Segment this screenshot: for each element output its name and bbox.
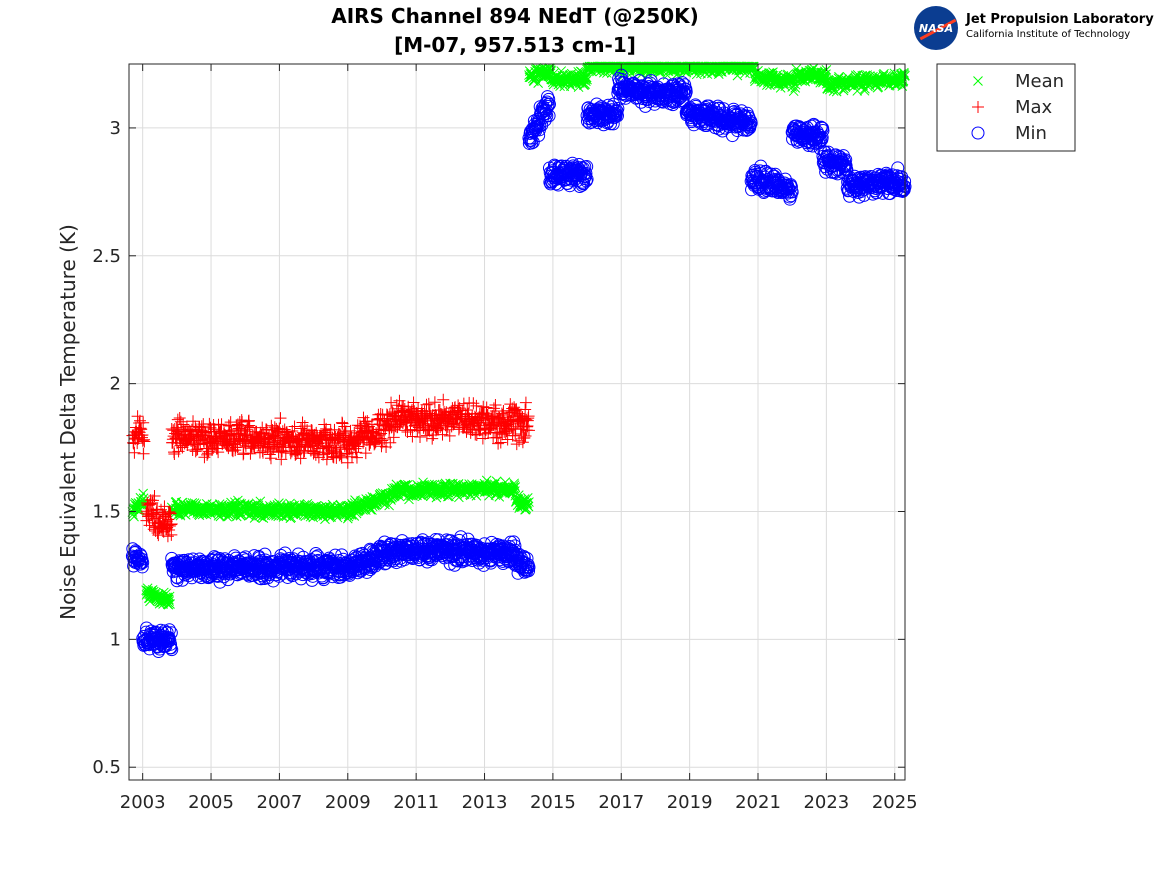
- mean-point: [510, 482, 521, 492]
- series-max: [126, 393, 535, 543]
- mean-point: [523, 501, 534, 512]
- max-point: [215, 418, 228, 431]
- mean-point: [509, 478, 520, 489]
- max-point: [274, 412, 287, 425]
- series-mean: [127, 61, 910, 610]
- mean-point: [164, 596, 175, 606]
- max-point: [128, 446, 141, 459]
- max-point: [237, 447, 250, 460]
- mean-point: [165, 599, 175, 609]
- mean-point: [524, 497, 534, 507]
- max-point: [336, 417, 349, 430]
- series-min: [125, 68, 912, 659]
- mean-point: [582, 74, 592, 85]
- max-point: [385, 396, 398, 409]
- mean-point: [367, 505, 377, 515]
- max-point: [443, 429, 456, 442]
- mean-point: [508, 482, 519, 493]
- max-point: [137, 447, 150, 460]
- max-point: [519, 396, 532, 409]
- max-point: [437, 393, 450, 406]
- mean-point: [164, 591, 175, 602]
- mean-point: [129, 511, 139, 522]
- max-point: [171, 413, 184, 426]
- data-points: [125, 61, 912, 659]
